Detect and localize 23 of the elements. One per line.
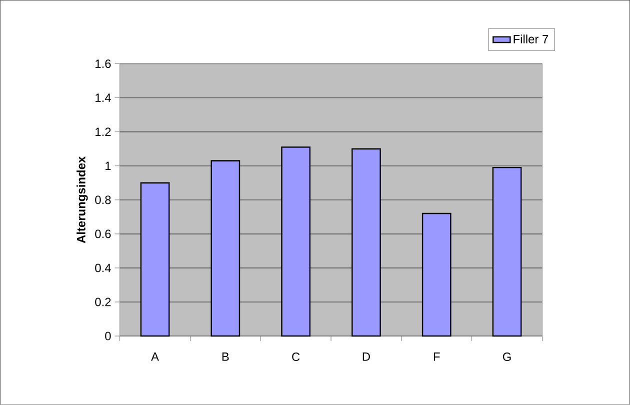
bar bbox=[140, 182, 170, 337]
x-tick-label: G bbox=[502, 352, 511, 362]
y-tick-label: 0.6 bbox=[95, 230, 111, 238]
y-tick-label: 1.6 bbox=[96, 60, 111, 68]
x-tick-label: D bbox=[362, 352, 370, 361]
bar bbox=[422, 213, 452, 337]
bar bbox=[492, 167, 522, 337]
y-tick-label: 0 bbox=[105, 332, 111, 340]
y-tick-label: 1 bbox=[106, 162, 111, 170]
x-tick-label: C bbox=[292, 352, 300, 362]
bar bbox=[352, 148, 381, 337]
bar bbox=[281, 146, 310, 337]
y-tick-label: 1.2 bbox=[96, 128, 111, 136]
y-tick-label: 1.4 bbox=[96, 94, 111, 102]
y-axis-title: Alterungsindex bbox=[76, 156, 88, 244]
y-tick-label: 0.2 bbox=[95, 298, 111, 306]
x-tick-label: B bbox=[222, 352, 229, 361]
x-tick-label: F bbox=[434, 352, 440, 361]
y-tick-label: 0.8 bbox=[95, 196, 111, 204]
y-tick-label: 0.4 bbox=[95, 264, 111, 272]
legend-label: Filler 7 bbox=[514, 34, 548, 44]
bar bbox=[210, 160, 240, 337]
x-tick-label: A bbox=[151, 352, 159, 361]
